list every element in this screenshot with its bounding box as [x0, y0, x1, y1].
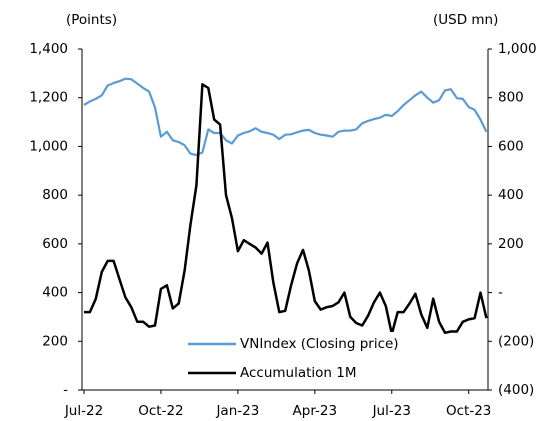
y-tick-label: 200 [42, 333, 68, 349]
y2-tick-label: 200 [498, 236, 524, 252]
y-tick-label: 600 [42, 236, 68, 252]
y2-tick-label: 800 [498, 90, 524, 106]
legend-label: VNIndex (Closing price) [240, 336, 399, 352]
y-tick-label: 400 [42, 285, 68, 301]
y-tick-label: 1,200 [29, 90, 68, 106]
y-tick-label: 1,400 [29, 41, 68, 57]
x-tick-label: Jul-23 [372, 403, 411, 419]
y-axis-label: (Points) [66, 12, 117, 28]
y2-axis-label: (USD mn) [433, 12, 498, 28]
y2-tick-label: - [498, 285, 503, 301]
y-tick-label: 1,000 [29, 138, 68, 154]
x-tick-label: Oct-23 [446, 403, 491, 419]
series-line [84, 83, 488, 336]
y-tick-label: - [63, 382, 68, 398]
legend-label: Accumulation 1M [240, 365, 357, 381]
y2-tick-label: 1,000 [498, 41, 537, 57]
series-line [83, 77, 488, 157]
y2-tick-label: 600 [498, 138, 524, 154]
y2-tick-label: 400 [498, 187, 524, 203]
y2-tick-label: (200) [498, 333, 534, 349]
x-tick-label: Apr-23 [293, 403, 338, 419]
y-tick-label: 800 [42, 187, 68, 203]
y2-tick-label: (400) [498, 382, 534, 398]
x-tick-label: Jan-23 [215, 403, 259, 419]
x-tick-label: Jul-22 [64, 403, 103, 419]
x-tick-label: Oct-22 [138, 403, 183, 419]
